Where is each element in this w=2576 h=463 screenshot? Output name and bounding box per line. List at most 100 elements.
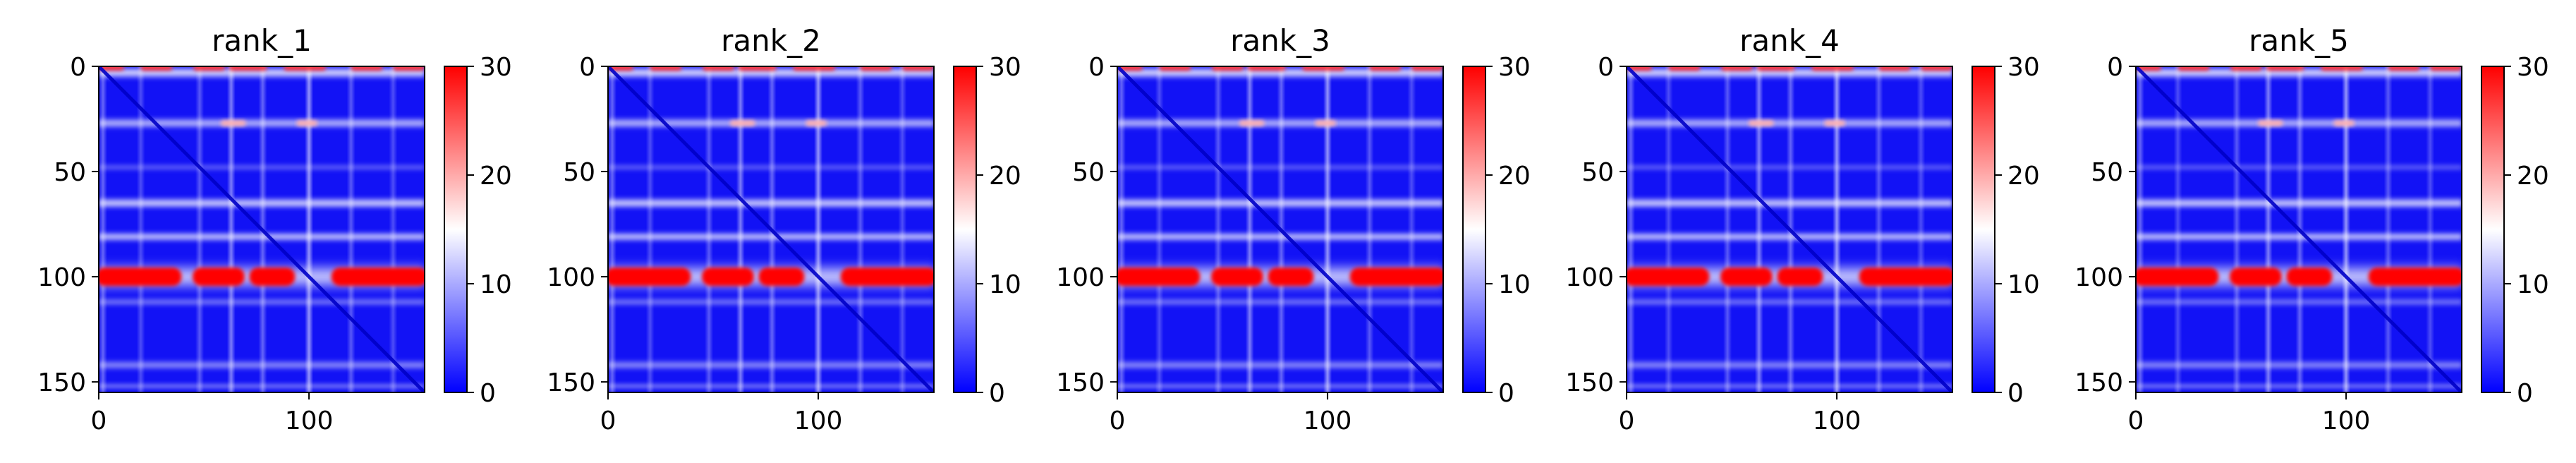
heatmap-diagonal	[99, 66, 425, 392]
heatmap-hotspot	[902, 66, 934, 71]
heatmap-streak	[226, 66, 236, 392]
heatmap-hotspot	[729, 120, 755, 126]
heatmap-streak	[705, 66, 714, 392]
colorbar-tick-label: 30	[1498, 53, 1531, 82]
y-tick-label: 100	[1056, 263, 1105, 292]
heatmap-band	[1627, 116, 1952, 130]
heatmap-hotspot	[793, 66, 835, 71]
colorbar-tick-label: 30	[989, 53, 1021, 82]
heatmap-hotspot	[296, 120, 317, 126]
plot-frame	[1626, 66, 1953, 393]
y-tick-label: 100	[547, 263, 595, 292]
colorbar-tick-label: 10	[989, 270, 1021, 299]
heatmap-hotspot	[229, 66, 267, 71]
y-tick-label: 150	[1565, 368, 1614, 397]
colorbar-tick-label: 0	[1498, 379, 1514, 408]
y-tick-label: 0	[1088, 53, 1105, 82]
colorbar-tick-label: 10	[480, 270, 512, 299]
colorbar-tick-label: 20	[2007, 162, 2040, 191]
heatmap-streak	[2342, 66, 2351, 392]
heatmap-band	[2136, 66, 2462, 80]
colorbar-tick-label: 0	[989, 379, 1005, 408]
heatmap-band	[2136, 196, 2462, 210]
heatmap-hotspot	[1117, 267, 1201, 287]
heatmap-band	[99, 116, 425, 130]
heatmap-hotspot	[1627, 66, 1652, 71]
heatmap-band	[99, 196, 425, 210]
heatmap-hotspot	[2177, 66, 2210, 71]
chart-title: rank_1	[212, 23, 312, 58]
heatmap-streak	[1245, 66, 1254, 392]
heatmap-streak	[1365, 66, 1374, 392]
heatmap-hotspot	[2230, 66, 2262, 71]
heatmap-band	[2136, 359, 2462, 371]
y-tick-label: 100	[1565, 263, 1614, 292]
x-tick-label: 100	[794, 407, 843, 435]
heatmap-diagonal	[1627, 66, 1952, 392]
heatmap-hotspot	[1247, 66, 1286, 71]
x-tick-label: 0	[600, 407, 616, 435]
colorbar-tick-label: 10	[2517, 270, 2549, 299]
heatmap-hotspot	[1777, 267, 1823, 287]
heatmap-hotspot	[650, 66, 682, 71]
heatmap-band	[1627, 163, 1952, 172]
y-tick-label: 100	[37, 263, 86, 292]
heatmap-hotspot	[249, 267, 296, 287]
heatmap-band	[608, 196, 934, 210]
heatmap-hotspot	[1268, 267, 1314, 287]
heatmap-band	[99, 163, 425, 172]
heatmap-streak	[2136, 66, 2144, 392]
colorbar-tick-label: 20	[2517, 162, 2549, 191]
y-tick-label: 150	[37, 368, 86, 397]
heatmap-streak	[99, 66, 107, 392]
heatmap-streak	[346, 66, 356, 392]
heatmap-hotspot	[99, 267, 182, 287]
heatmap-image	[1627, 66, 1952, 392]
heatmap-streak	[1214, 66, 1223, 392]
heatmap-band	[1627, 359, 1952, 371]
plot-frame	[98, 66, 425, 393]
colorbar	[2481, 66, 2505, 393]
heatmap-hotspot	[1349, 267, 1443, 287]
heatmap-streak	[898, 66, 907, 392]
colorbar-tick-label: 10	[1498, 270, 1531, 299]
chart-title: rank_2	[721, 23, 821, 58]
heatmap-hotspot	[840, 267, 934, 287]
colorbar-tick-label: 0	[2007, 379, 2024, 408]
heatmap-image	[1117, 66, 1443, 392]
heatmap-hotspot	[703, 66, 734, 71]
heatmap-streak	[2426, 66, 2435, 392]
heatmap-streak	[814, 66, 823, 392]
heatmap-hotspot	[2136, 66, 2161, 71]
heatmap-band	[99, 359, 425, 371]
colorbar	[1972, 66, 1995, 393]
heatmap-hotspot	[351, 66, 383, 71]
heatmap-hotspot	[1302, 66, 1344, 71]
colorbar	[444, 66, 468, 393]
x-tick-label: 0	[1619, 407, 1635, 435]
heatmap-streak	[136, 66, 145, 392]
y-tick-label: 50	[54, 158, 86, 187]
heatmap-hotspot	[1748, 120, 1774, 126]
x-tick-label: 100	[285, 407, 334, 435]
heatmap-streak	[2264, 66, 2273, 392]
heatmap-band	[2136, 383, 2462, 390]
y-tick-label: 50	[1581, 158, 1614, 187]
heatmap-streak	[305, 66, 314, 392]
colorbar-tick-label: 30	[2517, 53, 2549, 82]
heatmap-hotspot	[1824, 120, 1845, 126]
heatmap-band	[1117, 116, 1443, 130]
heatmap-streak	[1155, 66, 1164, 392]
heatmap-hotspot	[1811, 66, 1854, 71]
heatmap-image	[99, 66, 425, 392]
heatmap-hotspot	[1211, 267, 1263, 287]
heatmap-band	[99, 296, 425, 307]
heatmap-hotspot	[1411, 66, 1443, 71]
heatmap-image	[608, 66, 934, 392]
heatmap-hotspot	[331, 267, 425, 287]
heatmap-band	[608, 359, 934, 371]
heatmap-hotspot	[608, 66, 633, 71]
x-tick-label: 0	[2128, 407, 2144, 435]
